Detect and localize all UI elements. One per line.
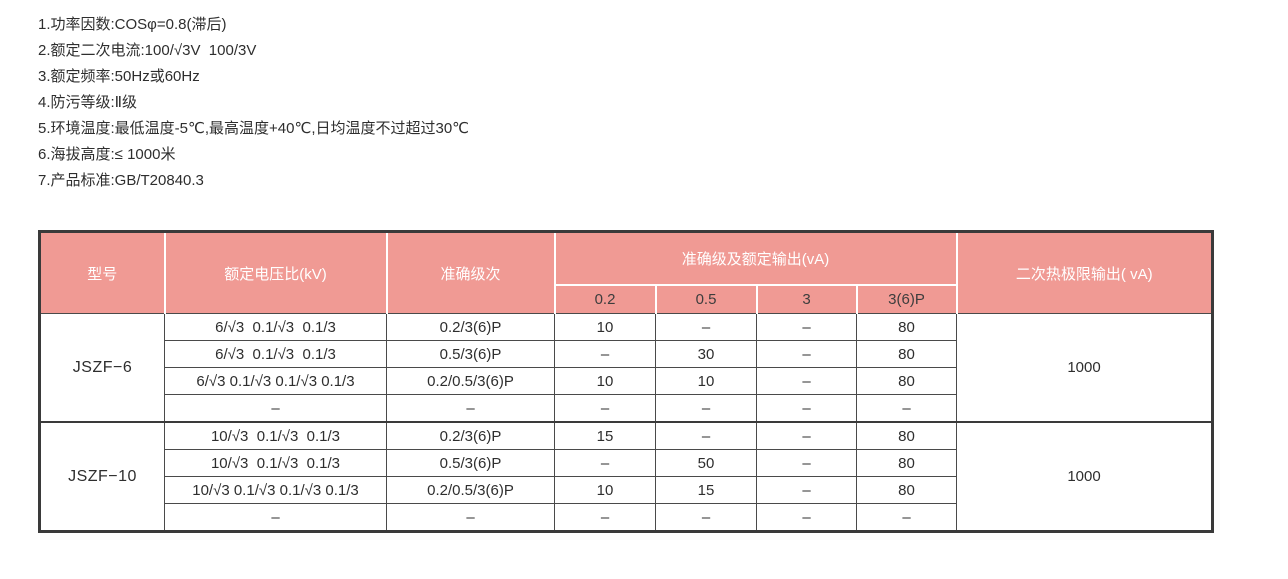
output-value-cell: 50 [655,449,757,477]
spec-note: 3.额定频率:50Hz或60Hz [38,68,200,85]
table-row: JSZF−6 6/√3 0.1/√3 0.1/3 0.2/3(6)P 10 – … [39,313,1213,423]
header-output-0.2: 0.2 [553,283,657,314]
output-value-cell: – [756,340,857,368]
header-output-0.5: 0.5 [654,283,758,314]
spec-note: 2.额定二次电流:100/√3V 100/3V [38,42,257,59]
voltage-ratio-cell: 6/√3 0.1/√3 0.1/√3 0.1/3 [164,367,387,395]
header-output-group: 准确级及额定输出(vA) [553,230,958,285]
accuracy-class-cell: – [386,503,555,532]
table-row: JSZF−10 10/√3 0.1/√3 0.1/3 0.2/3(6)P 15 … [39,421,1213,532]
spec-note: 5.环境温度:最低温度-5℃,最高温度+40℃,日均温度不过超过30℃ [38,120,470,137]
output-value-cell: – [756,503,857,532]
output-value-cell: – [655,421,757,450]
output-value-cell: 10 [554,476,656,504]
table-row: – – – – – – [40,503,1213,532]
accuracy-class-cell: – [386,394,555,423]
thermal-limit-cell: 1000 [956,421,1213,532]
voltage-ratio-cell: 6/√3 0.1/√3 0.1/3 [164,313,387,341]
accuracy-class-cell: 0.2/0.5/3(6)P [386,476,555,504]
voltage-ratio-cell: 10/√3 0.1/√3 0.1/3 [164,449,387,477]
output-value-cell: – [756,476,857,504]
output-value-cell: 80 [856,367,957,395]
output-value-cell: – [554,394,656,423]
output-value-cell: – [655,503,757,532]
output-value-cell: – [756,313,857,341]
table-row: 10/√3 0.1/√3 0.1/3 0.5/3(6)P – 50 – 80 [40,449,1213,477]
spec-note: 6.海拔高度:≤ 1000米 [38,146,176,163]
model-cell: JSZF−10 [39,421,165,532]
spec-note: 7.产品标准:GB/T20840.3 [38,172,204,189]
output-value-cell: – [655,394,757,423]
voltage-ratio-cell: – [164,503,387,532]
output-value-cell: – [554,340,656,368]
spec-table: 型号 额定电压比(kV) 准确级次 准确级及额定输出(vA) 二次热极限输出( … [38,230,1214,533]
table-row: 6/√3 0.1/√3 0.1/√3 0.1/3 0.2/0.5/3(6)P 1… [40,367,1213,395]
header-accuracy-class: 准确级次 [385,230,556,314]
output-value-cell: – [554,503,656,532]
output-value-cell: – [756,421,857,450]
voltage-ratio-cell: 10/√3 0.1/√3 0.1/3 [164,421,387,450]
output-value-cell: – [554,449,656,477]
output-value-cell: – [856,503,957,532]
output-value-cell: – [756,394,857,423]
output-value-cell: 80 [856,340,957,368]
header-output-3: 3 [755,283,858,314]
header-model: 型号 [38,230,166,314]
accuracy-class-cell: 0.5/3(6)P [386,449,555,477]
output-value-cell: 30 [655,340,757,368]
output-value-cell: – [756,367,857,395]
output-value-cell: 10 [554,313,656,341]
header-output-3(6)P: 3(6)P [855,283,958,314]
output-value-cell: 80 [856,449,957,477]
header-thermal-limit: 二次热极限输出( vA) [955,230,1214,314]
output-value-cell: 80 [856,421,957,450]
accuracy-class-cell: 0.5/3(6)P [386,340,555,368]
voltage-ratio-cell: – [164,394,387,423]
header-voltage-ratio: 额定电压比(kV) [163,230,388,314]
output-value-cell: 80 [856,476,957,504]
output-value-cell: 80 [856,313,957,341]
output-value-cell: – [655,313,757,341]
spec-notes-list: 1.功率因数:COSφ=0.8(滞后) 2.额定二次电流:100/√3V 100… [38,12,469,194]
model-cell: JSZF−6 [39,313,165,423]
table-row: 6/√3 0.1/√3 0.1/3 0.5/3(6)P – 30 – 80 [40,340,1213,368]
accuracy-class-cell: 0.2/3(6)P [386,313,555,341]
output-value-cell: 15 [655,476,757,504]
accuracy-class-cell: 0.2/3(6)P [386,421,555,450]
output-value-cell: 10 [554,367,656,395]
output-value-cell: – [756,449,857,477]
output-value-cell: 15 [554,421,656,450]
table-row: – – – – – – [40,394,1213,423]
voltage-ratio-cell: 10/√3 0.1/√3 0.1/√3 0.1/3 [164,476,387,504]
voltage-ratio-cell: 6/√3 0.1/√3 0.1/3 [164,340,387,368]
output-value-cell: 10 [655,367,757,395]
output-value-cell: – [856,394,957,423]
spec-note: 1.功率因数:COSφ=0.8(滞后) [38,16,227,33]
thermal-limit-cell: 1000 [956,313,1213,423]
accuracy-class-cell: 0.2/0.5/3(6)P [386,367,555,395]
spec-note: 4.防污等级:Ⅱ级 [38,94,138,111]
